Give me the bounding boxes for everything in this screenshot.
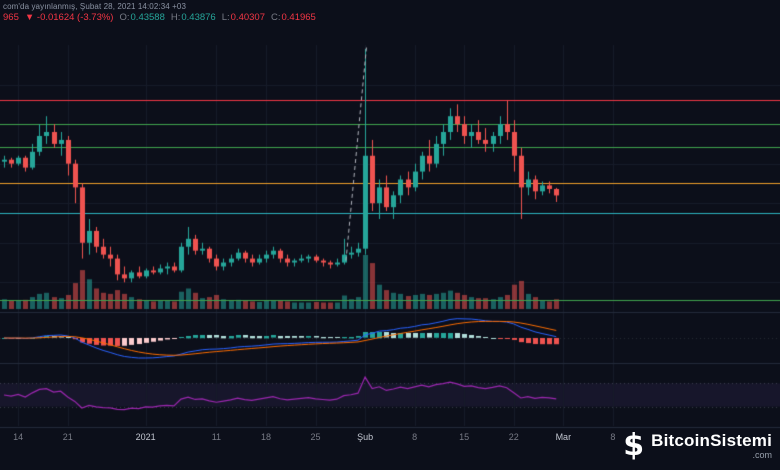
time-axis-label: 11 bbox=[211, 432, 222, 442]
bitcoinsistemi-logo-icon: $ bbox=[623, 428, 645, 463]
time-axis-label: 15 bbox=[459, 432, 470, 442]
high-pair: H: 0.43876 bbox=[171, 12, 216, 23]
high-label: H: bbox=[170, 12, 181, 23]
time-axis-label: Şub bbox=[357, 432, 374, 442]
time-axis-label: Mar bbox=[555, 432, 572, 442]
watermark-text: BitcoinSistemi .com bbox=[651, 432, 772, 460]
time-axis-label: 8 bbox=[412, 432, 418, 442]
time-axis[interactable]: 14 21 2021 11 18 25 Şub 8 15 22 Mar 8 bbox=[0, 432, 780, 446]
high-value: 0.43876 bbox=[181, 12, 216, 23]
close-pair: C: 0.41965 bbox=[271, 12, 316, 23]
watermark-name: BitcoinSistemi bbox=[651, 431, 772, 450]
site-watermark[interactable]: $ BitcoinSistemi .com bbox=[623, 431, 772, 461]
time-axis-label: 2021 bbox=[135, 432, 156, 442]
close-label: C: bbox=[270, 12, 281, 23]
price-fragment: 965 bbox=[3, 12, 19, 23]
close-value: 0.41965 bbox=[281, 12, 316, 23]
price-change: ▼ -0.01624 (-3.73%) bbox=[24, 12, 114, 23]
time-axis-label: 22 bbox=[508, 432, 519, 442]
low-value: 0.40307 bbox=[230, 12, 265, 23]
ohlc-legend: 965 ▼ -0.01624 (-3.73%) O: 0.43588 H: 0.43… bbox=[3, 12, 316, 23]
time-axis-label: 18 bbox=[260, 432, 271, 442]
publication-timestamp: com'da yayınlanmış, Şubat 28, 2021 14:02… bbox=[3, 2, 187, 11]
low-label: L: bbox=[221, 12, 230, 23]
watermark-tld: .com bbox=[752, 450, 772, 460]
time-axis-label: 14 bbox=[13, 432, 24, 442]
time-axis-label: 8 bbox=[610, 432, 616, 442]
open-pair: O: 0.43588 bbox=[119, 12, 164, 23]
time-axis-label: 25 bbox=[310, 432, 321, 442]
low-pair: L: 0.40307 bbox=[222, 12, 265, 23]
open-label: O: bbox=[119, 12, 130, 23]
open-value: 0.43588 bbox=[130, 12, 165, 23]
time-axis-label: 21 bbox=[62, 432, 73, 442]
